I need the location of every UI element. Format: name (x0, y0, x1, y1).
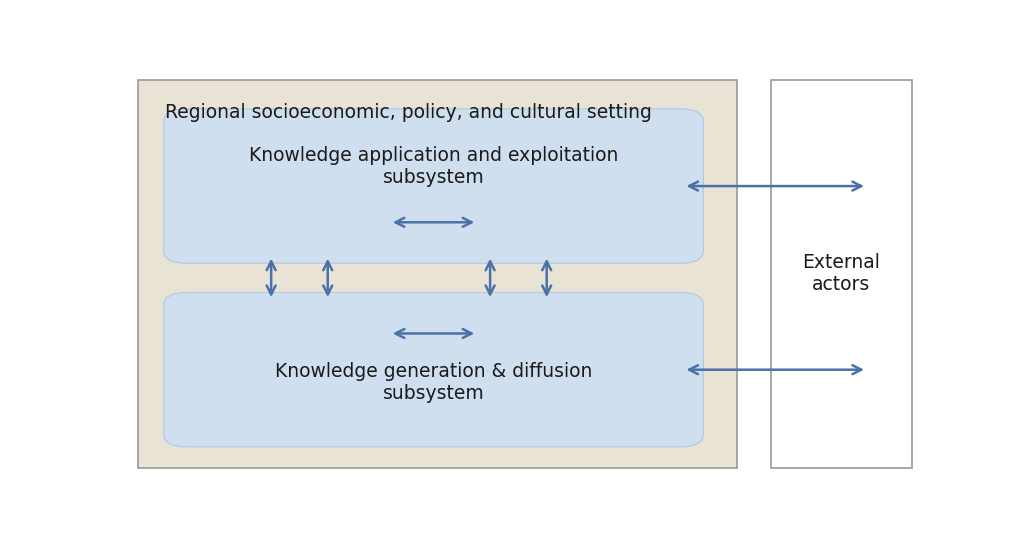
Text: Knowledge generation & diffusion
subsystem: Knowledge generation & diffusion subsyst… (274, 362, 592, 403)
Text: Knowledge application and exploitation
subsystem: Knowledge application and exploitation s… (249, 146, 618, 187)
Text: Regional socioeconomic, policy, and cultural setting: Regional socioeconomic, policy, and cult… (165, 102, 652, 121)
Text: External
actors: External actors (803, 253, 881, 294)
FancyBboxPatch shape (164, 109, 703, 263)
FancyBboxPatch shape (137, 80, 736, 468)
FancyBboxPatch shape (164, 293, 703, 447)
FancyBboxPatch shape (771, 80, 912, 468)
